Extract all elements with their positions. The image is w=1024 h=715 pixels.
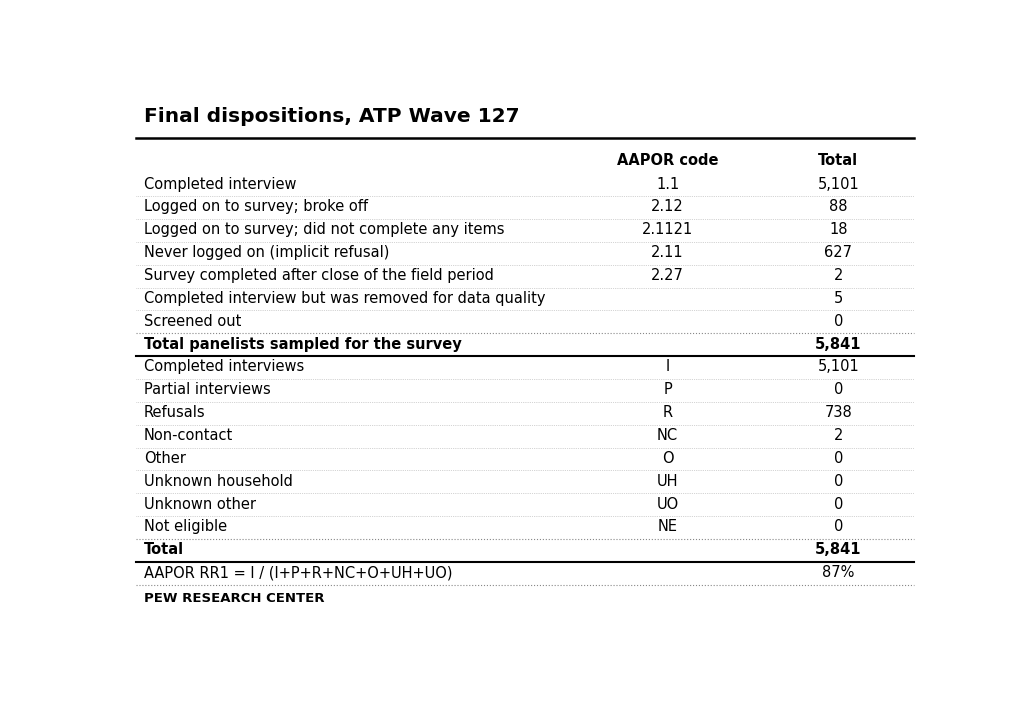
Text: Unknown other: Unknown other <box>143 496 256 511</box>
Text: Survey completed after close of the field period: Survey completed after close of the fiel… <box>143 268 494 283</box>
Text: I: I <box>666 360 670 375</box>
Text: 5,841: 5,841 <box>815 542 861 557</box>
Text: 2.1121: 2.1121 <box>642 222 693 237</box>
Text: 0: 0 <box>834 314 843 329</box>
Text: UO: UO <box>656 496 679 511</box>
Text: P: P <box>664 383 672 398</box>
Text: PEW RESEARCH CENTER: PEW RESEARCH CENTER <box>143 592 325 606</box>
Text: 18: 18 <box>829 222 848 237</box>
Text: UH: UH <box>657 473 678 488</box>
Text: Other: Other <box>143 451 185 465</box>
Text: Total: Total <box>143 542 184 557</box>
Text: Completed interview but was removed for data quality: Completed interview but was removed for … <box>143 291 546 306</box>
Text: Not eligible: Not eligible <box>143 519 227 534</box>
Text: Completed interview: Completed interview <box>143 177 296 192</box>
Text: NE: NE <box>657 519 678 534</box>
Text: 2.11: 2.11 <box>651 245 684 260</box>
Text: Total panelists sampled for the survey: Total panelists sampled for the survey <box>143 337 462 352</box>
Text: Logged on to survey; broke off: Logged on to survey; broke off <box>143 199 368 214</box>
Text: Completed interviews: Completed interviews <box>143 360 304 375</box>
Text: 2: 2 <box>834 428 843 443</box>
Text: Screened out: Screened out <box>143 314 242 329</box>
Text: 627: 627 <box>824 245 852 260</box>
Text: 5,841: 5,841 <box>815 337 861 352</box>
Text: Logged on to survey; did not complete any items: Logged on to survey; did not complete an… <box>143 222 505 237</box>
Text: 0: 0 <box>834 383 843 398</box>
Text: R: R <box>663 405 673 420</box>
Text: Final dispositions, ATP Wave 127: Final dispositions, ATP Wave 127 <box>143 107 519 126</box>
Text: 0: 0 <box>834 451 843 465</box>
Text: Total: Total <box>818 153 858 168</box>
Text: 5,101: 5,101 <box>817 177 859 192</box>
Text: Never logged on (implicit refusal): Never logged on (implicit refusal) <box>143 245 389 260</box>
Text: AAPOR RR1 = I / (I+P+R+NC+O+UH+UO): AAPOR RR1 = I / (I+P+R+NC+O+UH+UO) <box>143 565 453 580</box>
Text: Refusals: Refusals <box>143 405 206 420</box>
Text: 0: 0 <box>834 496 843 511</box>
Text: 2.27: 2.27 <box>651 268 684 283</box>
Text: 87%: 87% <box>822 565 854 580</box>
Text: O: O <box>662 451 674 465</box>
Text: 2.12: 2.12 <box>651 199 684 214</box>
Text: 2: 2 <box>834 268 843 283</box>
Text: AAPOR code: AAPOR code <box>616 153 719 168</box>
Text: 5,101: 5,101 <box>817 360 859 375</box>
Text: NC: NC <box>657 428 678 443</box>
Text: 5: 5 <box>834 291 843 306</box>
Text: 738: 738 <box>824 405 852 420</box>
Text: Partial interviews: Partial interviews <box>143 383 270 398</box>
Text: 1.1: 1.1 <box>656 177 679 192</box>
Text: 88: 88 <box>829 199 848 214</box>
Text: Non-contact: Non-contact <box>143 428 233 443</box>
Text: 0: 0 <box>834 473 843 488</box>
Text: 0: 0 <box>834 519 843 534</box>
Text: Unknown household: Unknown household <box>143 473 293 488</box>
